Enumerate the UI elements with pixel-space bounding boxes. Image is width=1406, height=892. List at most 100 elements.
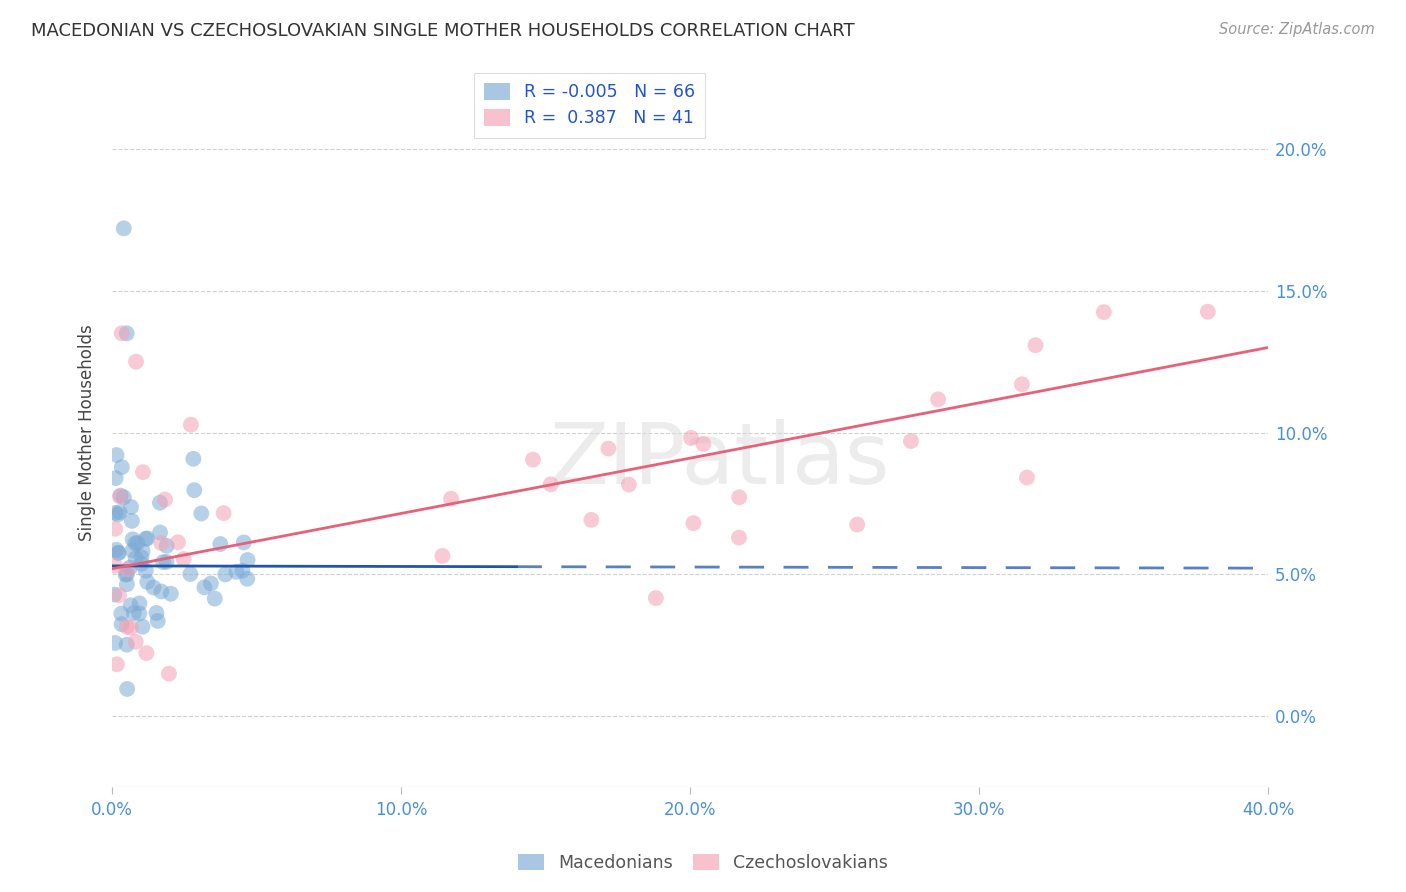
Point xyxy=(153,492,176,507)
Point xyxy=(152,555,174,569)
Point xyxy=(212,506,235,520)
Point xyxy=(121,514,143,528)
Point xyxy=(120,500,142,514)
Point xyxy=(149,525,172,540)
Point xyxy=(598,442,620,456)
Point xyxy=(104,558,127,573)
Point xyxy=(103,588,125,602)
Point xyxy=(122,606,145,620)
Point xyxy=(167,535,190,549)
Point xyxy=(145,606,167,620)
Point xyxy=(110,617,132,632)
Point xyxy=(128,607,150,621)
Point xyxy=(124,536,146,550)
Legend: Macedonians, Czechoslovakians: Macedonians, Czechoslovakians xyxy=(510,847,896,879)
Point xyxy=(136,574,159,589)
Point xyxy=(110,489,132,503)
Point xyxy=(108,588,131,602)
Point xyxy=(121,533,143,547)
Point xyxy=(1011,377,1033,392)
Point xyxy=(111,460,134,475)
Point xyxy=(120,599,142,613)
Point xyxy=(104,506,127,520)
Point xyxy=(131,550,153,565)
Point xyxy=(231,564,253,578)
Point xyxy=(120,621,142,635)
Point xyxy=(104,471,127,485)
Point xyxy=(183,451,205,466)
Point xyxy=(522,452,544,467)
Point xyxy=(617,477,640,491)
Point xyxy=(111,326,134,341)
Text: ZIPatlas: ZIPatlas xyxy=(548,419,890,502)
Point xyxy=(114,567,136,582)
Point xyxy=(120,560,142,574)
Point xyxy=(110,607,132,621)
Point xyxy=(1015,470,1038,484)
Point xyxy=(200,576,222,591)
Point xyxy=(135,646,157,660)
Point xyxy=(115,681,138,696)
Text: MACEDONIAN VS CZECHOSLOVAKIAN SINGLE MOTHER HOUSEHOLDS CORRELATION CHART: MACEDONIAN VS CZECHOSLOVAKIAN SINGLE MOT… xyxy=(31,22,855,40)
Point xyxy=(214,567,236,582)
Point xyxy=(125,634,148,648)
Point xyxy=(160,587,183,601)
Point xyxy=(209,537,232,551)
Point xyxy=(104,522,127,536)
Point xyxy=(927,392,949,407)
Point xyxy=(108,490,131,504)
Point xyxy=(204,591,226,606)
Point xyxy=(104,636,127,650)
Point xyxy=(150,536,173,550)
Point xyxy=(142,581,165,595)
Point xyxy=(1197,304,1219,318)
Point xyxy=(190,507,212,521)
Point xyxy=(692,437,714,451)
Point xyxy=(236,553,259,567)
Point xyxy=(236,572,259,586)
Point xyxy=(105,657,128,672)
Point xyxy=(193,580,215,594)
Point xyxy=(225,565,247,579)
Point xyxy=(131,557,153,571)
Point xyxy=(232,535,254,549)
Point xyxy=(125,354,148,368)
Point xyxy=(105,542,128,557)
Point xyxy=(121,543,143,558)
Point xyxy=(135,564,157,578)
Point xyxy=(115,567,138,582)
Point xyxy=(682,516,704,531)
Point xyxy=(135,532,157,546)
Point xyxy=(115,638,138,652)
Point xyxy=(183,483,205,497)
Point xyxy=(115,577,138,591)
Point xyxy=(155,555,177,569)
Y-axis label: Single Mother Households: Single Mother Households xyxy=(79,324,96,541)
Point xyxy=(432,549,454,563)
Point xyxy=(1092,305,1115,319)
Point xyxy=(115,326,138,341)
Point xyxy=(173,552,195,566)
Point xyxy=(112,491,135,505)
Point xyxy=(846,517,869,532)
Point xyxy=(112,221,135,235)
Point xyxy=(1024,338,1046,352)
Point xyxy=(124,551,146,566)
Point xyxy=(581,513,603,527)
Point xyxy=(644,591,666,606)
Point xyxy=(107,546,129,560)
Point xyxy=(180,417,202,432)
Point xyxy=(900,434,922,448)
Point xyxy=(157,666,180,681)
Point xyxy=(131,620,153,634)
Point xyxy=(136,532,159,546)
Point xyxy=(728,531,751,545)
Point xyxy=(679,431,702,445)
Point xyxy=(127,536,149,550)
Point xyxy=(108,505,131,519)
Point xyxy=(149,496,172,510)
Point xyxy=(115,620,138,634)
Point xyxy=(540,477,562,491)
Point xyxy=(107,546,129,560)
Point xyxy=(131,544,153,558)
